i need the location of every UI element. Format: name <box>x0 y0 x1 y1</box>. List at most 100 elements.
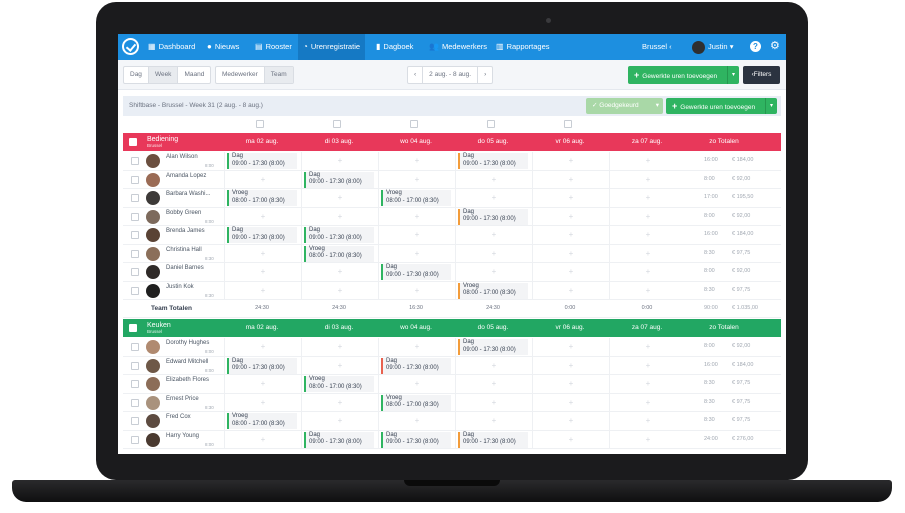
day-cell[interactable]: Dag 09:00 - 17:30 (8:00) <box>301 430 377 449</box>
shift-card[interactable]: Vroeg 08:00 - 17:00 (8:30) <box>304 245 374 262</box>
day-cell[interactable]: + <box>609 412 685 430</box>
add-shift-icon[interactable]: + <box>645 285 651 295</box>
add-shift-icon[interactable]: + <box>491 379 497 388</box>
group-select-checkbox[interactable] <box>129 324 137 332</box>
day-cell[interactable]: + <box>532 430 608 449</box>
add-shift-icon[interactable]: + <box>414 248 420 258</box>
add-shift-icon[interactable]: + <box>414 156 420 165</box>
day-cell[interactable]: + <box>378 338 454 356</box>
day-cell[interactable]: Dag 09:00 - 17:30 (8:00) <box>378 430 454 449</box>
add-shift-icon[interactable]: + <box>645 248 651 258</box>
shift-card[interactable]: Vroeg 08:00 - 17:00 (8:30) <box>458 282 528 299</box>
add-shift-icon[interactable]: + <box>568 434 574 444</box>
add-shift-icon[interactable]: + <box>645 193 651 202</box>
day-cell[interactable]: Dag 09:00 - 17:30 (8:00) <box>455 338 531 356</box>
add-shift-icon[interactable]: + <box>491 360 497 370</box>
day-select-checkbox[interactable] <box>333 120 341 128</box>
employee-name[interactable]: Christina Hall <box>166 246 202 253</box>
add-shift-icon[interactable]: + <box>491 230 497 239</box>
add-shift-icon[interactable]: + <box>260 342 266 351</box>
date-range[interactable]: 2 aug. - 8 aug. <box>423 67 479 83</box>
employee-select-checkbox[interactable] <box>131 417 139 425</box>
employee-name[interactable]: Elizabeth Flores <box>166 377 210 383</box>
day-select-checkbox[interactable] <box>256 120 264 128</box>
employee-name[interactable]: Dorothy Hughes <box>166 340 210 346</box>
view-team-button[interactable]: Team <box>264 67 293 83</box>
nav-nieuws[interactable]: ● Nieuws <box>207 34 239 60</box>
day-cell[interactable]: + <box>532 375 608 393</box>
add-shift-icon[interactable]: + <box>568 230 574 239</box>
group-select-checkbox[interactable] <box>129 138 137 146</box>
employee-select-checkbox[interactable] <box>131 231 139 239</box>
add-shift-icon[interactable]: + <box>645 360 651 370</box>
shift-card[interactable]: Vroeg 08:00 - 17:00 (8:30) <box>227 413 297 429</box>
day-cell[interactable]: + <box>455 226 531 244</box>
day-cell[interactable]: + <box>532 244 608 263</box>
day-cell[interactable]: + <box>609 430 685 449</box>
chevron-down-icon[interactable]: ▾ <box>727 66 739 84</box>
day-cell[interactable]: Dag 09:00 - 17:30 (8:00) <box>224 356 300 375</box>
employee-select-checkbox[interactable] <box>131 157 139 165</box>
day-cell[interactable]: Dag 09:00 - 17:30 (8:00) <box>378 356 454 375</box>
add-shift-icon[interactable]: + <box>414 230 420 239</box>
add-worked-hours-week-button[interactable]: + Gewerkte uren toevoegen ▾ <box>666 98 777 114</box>
add-shift-icon[interactable]: + <box>491 397 497 407</box>
day-cell[interactable]: + <box>301 281 377 300</box>
add-shift-icon[interactable]: + <box>645 267 651 276</box>
period-month-button[interactable]: Maand <box>184 71 205 78</box>
employee-select-checkbox[interactable] <box>131 194 139 202</box>
day-cell[interactable]: + <box>609 189 685 207</box>
add-shift-icon[interactable]: + <box>337 211 343 221</box>
day-cell[interactable]: + <box>609 170 685 189</box>
add-shift-icon[interactable]: + <box>260 248 266 258</box>
day-cell[interactable]: + <box>609 281 685 300</box>
shift-card[interactable]: Vroeg 08:00 - 17:00 (8:30) <box>227 190 297 206</box>
day-cell[interactable]: + <box>224 263 300 281</box>
location-selector[interactable]: Brussel ‹ <box>642 34 672 60</box>
day-cell[interactable]: Dag 09:00 - 17:30 (8:00) <box>455 152 531 170</box>
employee-name[interactable]: Brenda James <box>166 228 205 234</box>
add-shift-icon[interactable]: + <box>568 156 574 165</box>
add-shift-icon[interactable]: + <box>414 342 420 351</box>
day-cell[interactable]: + <box>532 356 608 375</box>
employee-name[interactable]: Justin Kok <box>166 283 194 290</box>
day-cell[interactable]: Dag 09:00 - 17:30 (8:00) <box>224 152 300 170</box>
filters-button[interactable]: ‹Filters <box>743 66 780 84</box>
day-cell[interactable]: + <box>455 244 531 263</box>
add-shift-icon[interactable]: + <box>414 211 420 221</box>
day-cell[interactable]: + <box>532 338 608 356</box>
day-cell[interactable]: + <box>532 393 608 412</box>
shift-card[interactable]: Dag 09:00 - 17:30 (8:00) <box>227 227 297 243</box>
day-cell[interactable]: + <box>532 207 608 226</box>
day-cell[interactable]: Vroeg 08:00 - 17:00 (8:30) <box>455 281 531 300</box>
employee-name[interactable]: Harry Young <box>166 432 200 439</box>
day-cell[interactable]: + <box>224 170 300 189</box>
shift-card[interactable]: Dag 09:00 - 17:30 (8:00) <box>458 153 528 169</box>
day-cell[interactable]: Vroeg 08:00 - 17:00 (8:30) <box>301 244 377 263</box>
day-cell[interactable]: + <box>455 393 531 412</box>
add-shift-icon[interactable]: + <box>337 342 343 351</box>
add-shift-icon[interactable]: + <box>337 416 343 425</box>
day-cell[interactable]: + <box>455 189 531 207</box>
shift-card[interactable]: Dag 09:00 - 17:30 (8:00) <box>227 153 297 169</box>
shift-card[interactable]: Dag 09:00 - 17:30 (8:00) <box>381 264 451 280</box>
add-shift-icon[interactable]: + <box>491 248 497 258</box>
period-week-button[interactable]: Week <box>148 67 179 83</box>
day-cell[interactable]: + <box>609 393 685 412</box>
add-shift-icon[interactable]: + <box>414 416 420 425</box>
add-shift-icon[interactable]: + <box>568 416 574 425</box>
day-cell[interactable]: + <box>532 281 608 300</box>
nav-rooster[interactable]: ▤ Rooster <box>255 34 292 60</box>
day-cell[interactable]: + <box>609 152 685 170</box>
employee-name[interactable]: Barbara Washi... <box>166 191 211 197</box>
view-employee-button[interactable]: Medewerker <box>216 67 265 83</box>
add-shift-icon[interactable]: + <box>568 174 574 184</box>
employee-select-checkbox[interactable] <box>131 175 139 184</box>
add-shift-icon[interactable]: + <box>260 267 266 276</box>
day-cell[interactable]: + <box>224 393 300 412</box>
add-shift-icon[interactable]: + <box>645 397 651 407</box>
day-cell[interactable]: + <box>532 412 608 430</box>
day-cell[interactable]: + <box>609 244 685 263</box>
day-cell[interactable]: + <box>532 226 608 244</box>
day-cell[interactable]: Dag 09:00 - 17:30 (8:00) <box>455 430 531 449</box>
